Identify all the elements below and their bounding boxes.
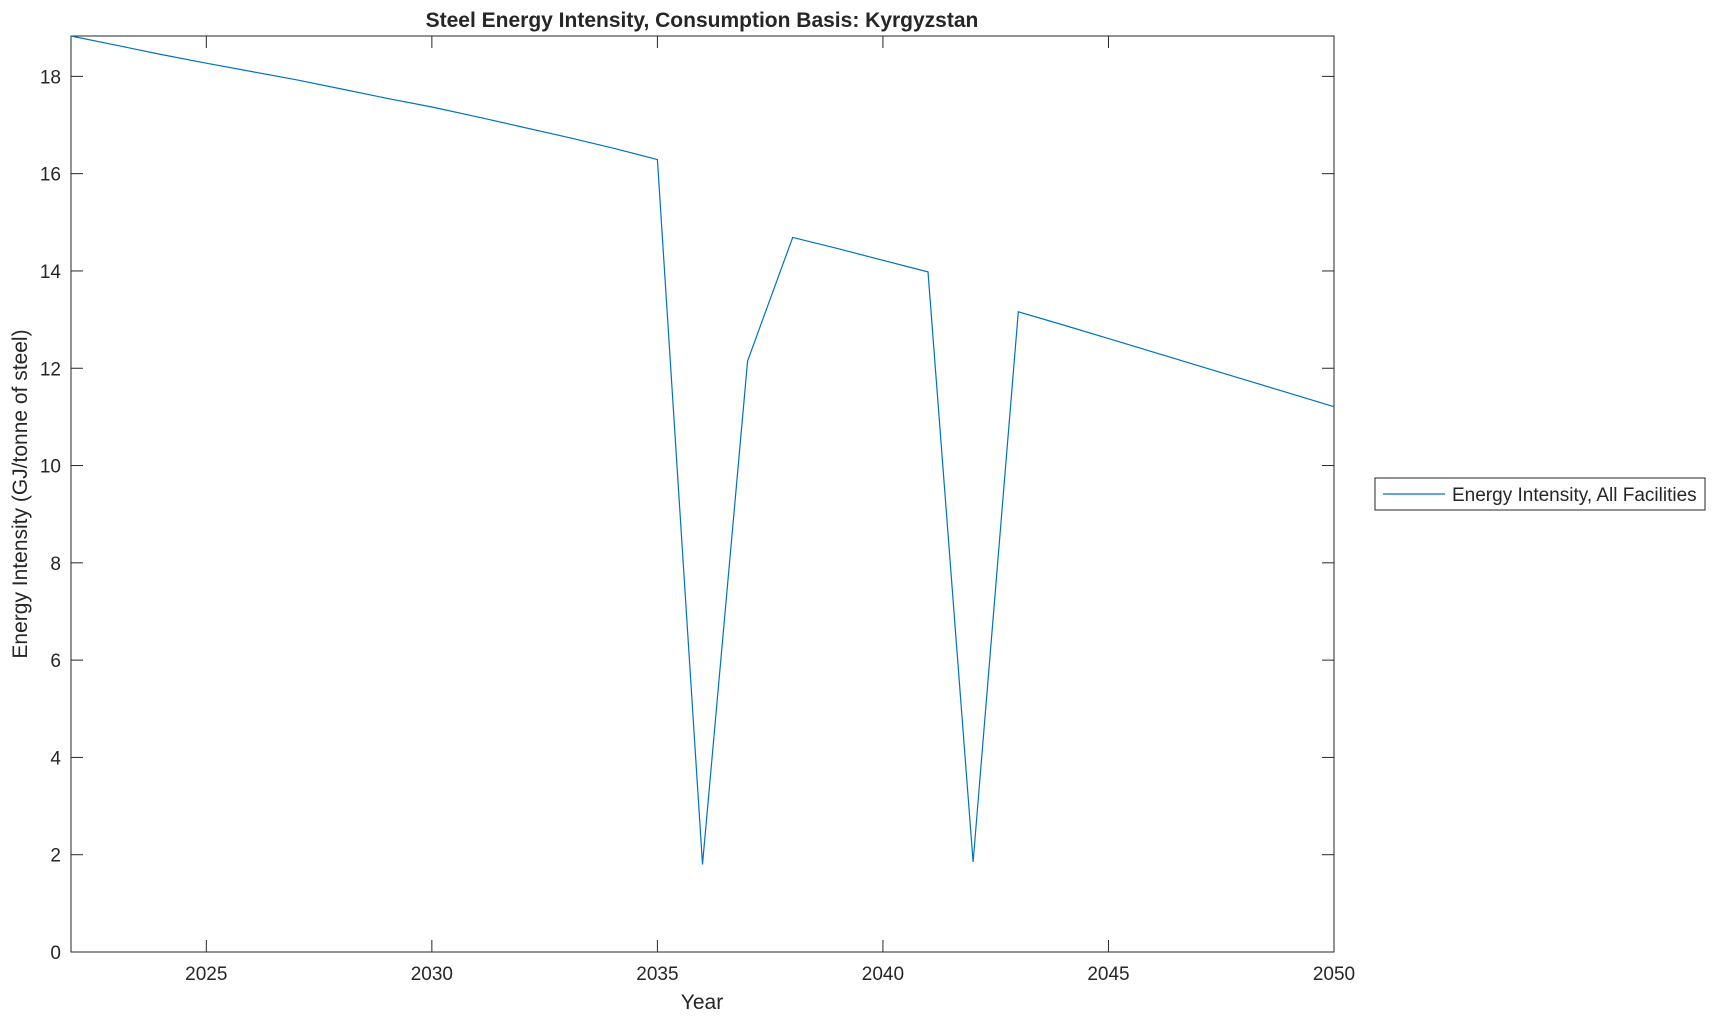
- y-tick-label: 4: [50, 748, 61, 769]
- chart-title: Steel Energy Intensity, Consumption Basi…: [426, 9, 979, 32]
- legend-label: Energy Intensity, All Facilities: [1452, 485, 1697, 506]
- x-tick-label: 2045: [1087, 964, 1129, 985]
- y-tick-label: 18: [40, 67, 61, 88]
- x-tick-label: 2025: [185, 964, 227, 985]
- y-axis-label: Energy Intensity (GJ/tonne of steel): [9, 329, 32, 658]
- x-axis-label: Year: [681, 991, 723, 1014]
- y-tick-label: 2: [50, 846, 61, 867]
- y-tick-label: 0: [50, 943, 61, 964]
- y-tick-label: 16: [40, 165, 61, 186]
- x-tick-label: 2050: [1313, 964, 1355, 985]
- axes-box: [70, 35, 1335, 953]
- x-tick-label: 2030: [411, 964, 453, 985]
- x-tick-label: 2035: [636, 964, 678, 985]
- y-tick-label: 6: [50, 651, 61, 672]
- x-tick-label: 2040: [862, 964, 904, 985]
- plot-area: 0 2 4 6 8 10 12 14 16 18 2025 2030 2035 2040 2045 2050: [40, 35, 1355, 985]
- legend: Energy Intensity, All Facilities: [1374, 477, 1706, 511]
- y-tick-label: 12: [40, 359, 61, 380]
- y-tick-label: 8: [50, 554, 61, 575]
- y-tick-label: 14: [40, 262, 62, 283]
- y-tick-label: 10: [40, 457, 61, 478]
- series-line: [70, 35, 1335, 865]
